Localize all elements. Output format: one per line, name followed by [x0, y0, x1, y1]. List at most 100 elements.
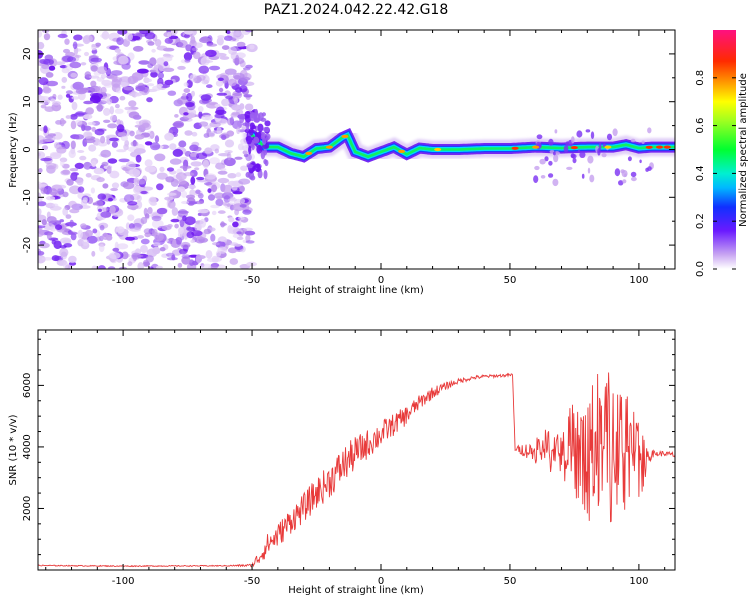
noise-speckle — [160, 56, 173, 62]
noise-speckle — [115, 88, 122, 94]
noise-speckle — [215, 250, 222, 257]
noise-speckle — [190, 176, 196, 185]
noise-speckle — [221, 45, 230, 50]
ridge-edge-speckle — [262, 137, 267, 145]
noise-speckle — [217, 170, 228, 175]
spectrogram-x-axis-label: Height of straight line (km) — [288, 285, 424, 296]
ridge-edge-speckle — [263, 126, 270, 133]
noise-speckle — [231, 185, 238, 191]
noise-speckle — [146, 83, 155, 87]
noise-speckle — [45, 162, 57, 170]
noise-speckle — [233, 243, 242, 247]
noise-speckle — [68, 231, 78, 235]
ridge-tail-speckle — [585, 129, 591, 133]
noise-speckle — [177, 40, 188, 48]
noise-speckle — [208, 131, 216, 138]
ridge-hot-spot — [305, 151, 313, 155]
noise-speckle — [56, 146, 67, 154]
noise-speckle — [164, 37, 173, 44]
noise-speckle — [45, 72, 54, 78]
ridge-tail-speckle — [533, 175, 539, 184]
noise-speckle — [172, 148, 183, 157]
noise-speckle — [96, 104, 104, 112]
noise-speckle — [172, 239, 177, 247]
colorbar-tick-label: 0.8 — [695, 70, 706, 86]
noise-speckle — [184, 216, 196, 226]
noise-speckle — [110, 70, 123, 76]
noise-speckle — [145, 255, 154, 263]
ridge-tail-speckle — [618, 180, 624, 186]
noise-speckle — [107, 123, 118, 129]
noise-speckle — [202, 159, 209, 169]
noise-speckle — [117, 30, 128, 35]
noise-speckle — [232, 57, 245, 65]
noise-speckle — [215, 162, 226, 170]
noise-speckle — [90, 187, 95, 194]
noise-speckle — [172, 122, 184, 127]
snr-x-tick-label: -50 — [244, 576, 260, 587]
noise-speckle — [236, 236, 244, 240]
noise-speckle — [184, 130, 193, 136]
noise-speckle — [230, 112, 240, 118]
noise-speckle — [194, 167, 200, 171]
noise-speckle — [236, 127, 241, 135]
noise-speckle — [225, 95, 235, 100]
ridge-tail-speckle — [548, 160, 553, 166]
noise-speckle — [217, 35, 225, 39]
noise-speckle — [86, 235, 98, 244]
ridge-hot-spot — [570, 146, 578, 150]
noise-speckle — [156, 172, 168, 180]
noise-speckle — [59, 245, 67, 249]
ridge-tail-speckle — [587, 167, 591, 174]
noise-speckle — [205, 173, 217, 180]
noise-speckle — [46, 232, 52, 240]
noise-speckle — [186, 92, 193, 102]
noise-speckle — [109, 170, 120, 179]
noise-speckle — [122, 181, 135, 190]
ridge-hot-spot — [398, 149, 406, 153]
noise-speckle — [179, 219, 185, 228]
spectrogram-x-ticks: -100 -50 0 50 100 — [45, 30, 666, 286]
noise-speckle — [97, 141, 108, 147]
noise-speckle — [94, 200, 104, 207]
noise-speckle — [165, 252, 175, 257]
noise-speckle — [202, 60, 214, 63]
noise-speckle — [176, 186, 186, 192]
noise-speckle — [190, 35, 196, 44]
noise-speckle — [83, 161, 92, 170]
noise-speckle — [205, 49, 217, 58]
noise-speckle — [226, 203, 231, 207]
noise-speckle — [159, 166, 165, 172]
spectrogram-y-tick-label: 10 — [22, 95, 33, 108]
noise-speckle — [38, 225, 46, 229]
ridge-tail-speckle — [544, 156, 549, 162]
noise-speckle — [210, 204, 220, 209]
noise-speckle — [224, 139, 235, 148]
ridge-edge-speckle — [256, 144, 263, 154]
noise-speckle — [116, 124, 125, 133]
noise-speckle — [236, 109, 244, 115]
spectrogram-y-tick-label: 0 — [22, 146, 33, 152]
noise-speckle — [94, 128, 105, 136]
noise-speckle — [146, 78, 152, 83]
noise-speckle — [134, 134, 145, 140]
noise-speckle — [189, 144, 199, 152]
noise-speckle — [71, 101, 78, 111]
noise-speckle — [144, 165, 157, 173]
noise-speckle — [201, 115, 211, 121]
noise-speckle — [195, 189, 201, 195]
noise-speckle — [85, 173, 92, 178]
noise-speckle — [49, 205, 62, 211]
ridge-tail-speckle — [627, 156, 632, 162]
noise-speckle — [68, 255, 77, 264]
noise-speckle — [148, 266, 154, 269]
noise-speckle — [108, 252, 121, 260]
colorbar-label: Normalized spectral amplitude — [738, 73, 749, 227]
noise-speckle — [53, 152, 62, 157]
noise-speckle — [125, 236, 135, 241]
noise-speckle — [90, 65, 98, 72]
ridge-hot-spot — [663, 145, 671, 149]
noise-speckle — [90, 80, 97, 88]
noise-speckle — [101, 96, 111, 104]
